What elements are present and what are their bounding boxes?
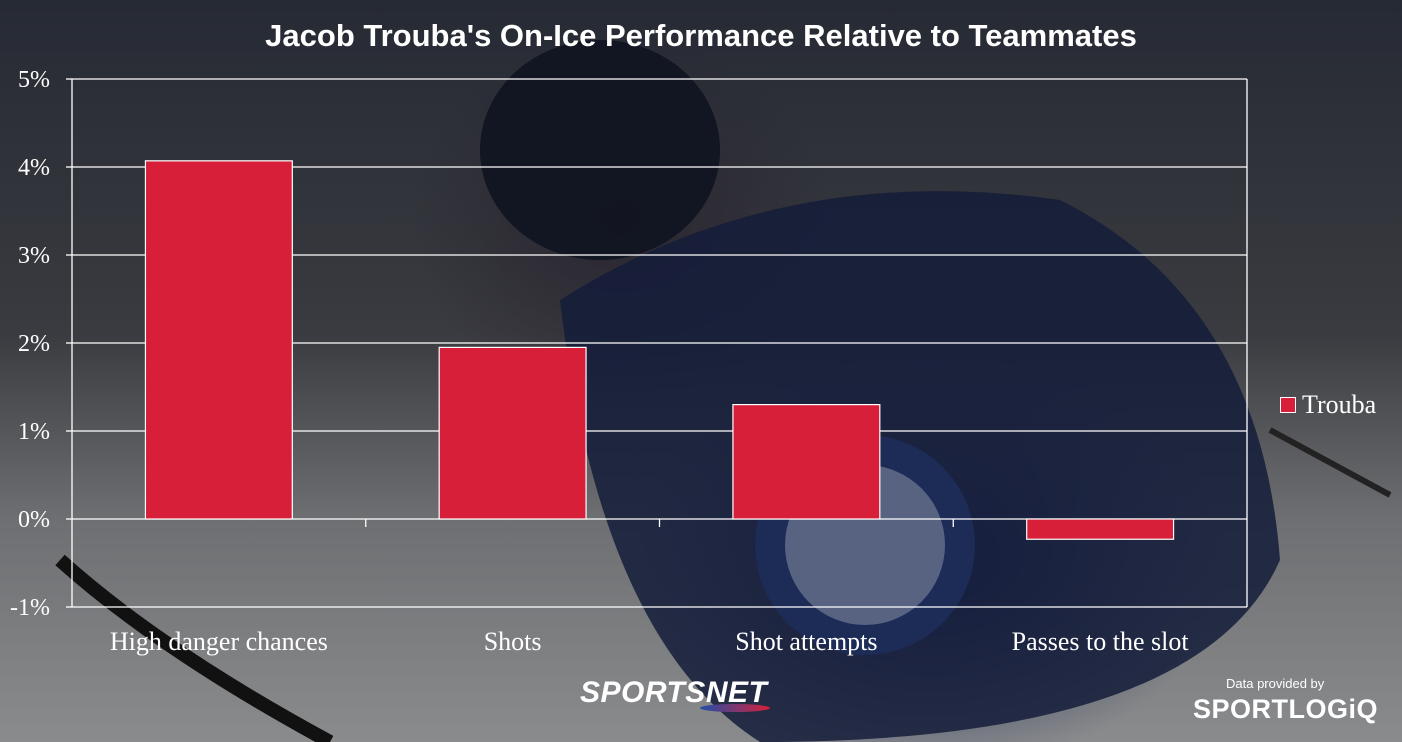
- bars: [144, 160, 1175, 540]
- y-tick-label: 3%: [18, 243, 50, 269]
- bar: [438, 346, 587, 520]
- sportsnet-swoosh-icon: [700, 704, 770, 712]
- x-tick-label: High danger chances: [110, 627, 328, 656]
- bar: [144, 160, 293, 520]
- chart-title: Jacob Trouba's On-Ice Performance Relati…: [265, 18, 1137, 53]
- legend-swatch: [1280, 397, 1296, 413]
- bar: [732, 404, 881, 520]
- y-tick-label: 4%: [18, 155, 50, 181]
- sportlogiq-logo: SPORTLOGiQ: [1193, 694, 1379, 724]
- y-tick-label: 0%: [18, 507, 50, 533]
- y-tick-label: 1%: [18, 419, 50, 445]
- data-credit-note: Data provided by: [1226, 676, 1325, 691]
- bar: [1026, 518, 1175, 540]
- y-tick-label: 2%: [18, 331, 50, 357]
- x-tick-label: Passes to the slot: [1012, 627, 1190, 656]
- y-tick-label: 5%: [18, 67, 50, 93]
- x-tick-label: Shots: [484, 627, 542, 656]
- legend-label: Trouba: [1302, 390, 1377, 419]
- x-axis-ticks: High danger chances Shots Shot attempts Pas…: [110, 519, 1190, 656]
- y-axis-ticks: -1% 0% 1% 2% 3% 4% 5%: [10, 67, 50, 621]
- x-tick-label: Shot attempts: [735, 627, 877, 656]
- sportsnet-logo: SPORTSNET: [580, 676, 768, 709]
- legend: Trouba: [1280, 390, 1376, 420]
- y-tick-label: -1%: [10, 595, 50, 621]
